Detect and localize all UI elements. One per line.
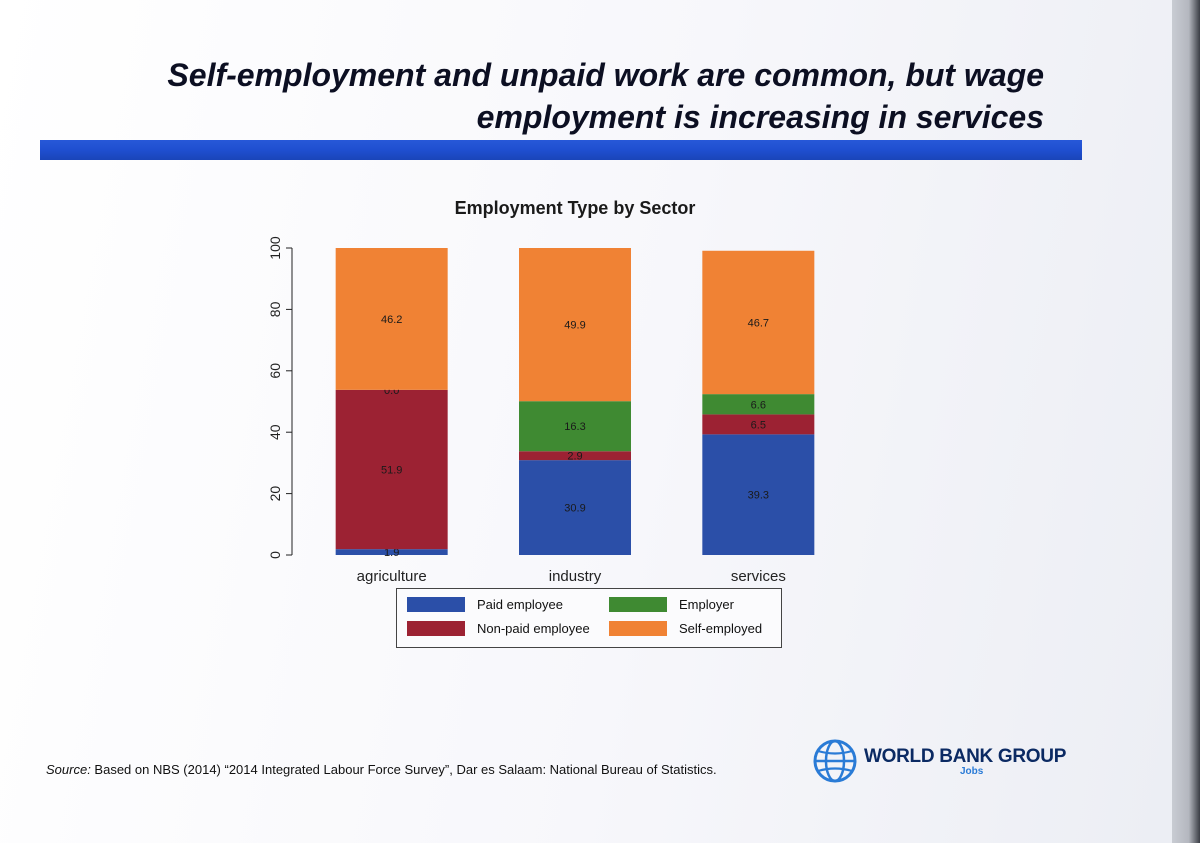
source-text: Based on NBS (2014) “2014 Integrated Lab… (90, 762, 717, 777)
globe-icon (813, 739, 857, 783)
y-tick-label: 80 (267, 301, 283, 317)
stacked-bar-chart: 0204060801001.951.90.046.2agriculture30.… (267, 236, 815, 585)
legend-swatch-non-paid-employee (407, 621, 465, 636)
y-tick-label: 20 (267, 486, 283, 502)
world-bank-logo: WORLD BANK GROUP Jobs (812, 738, 1066, 784)
data-label: 16.3 (564, 421, 585, 433)
data-label: 46.7 (748, 317, 769, 329)
logo-subtext: Jobs (960, 765, 984, 777)
legend-item-employer: Employer (609, 597, 734, 612)
logo-text: WORLD BANK GROUP (864, 745, 1067, 767)
bar-segment (519, 248, 631, 402)
bar-segment (519, 451, 631, 461)
headline-accent-bar (40, 140, 1082, 160)
y-tick-label: 100 (267, 236, 283, 260)
chart-legend: Paid employee Non-paid employee Employer… (396, 588, 782, 648)
data-label: 6.5 (751, 419, 766, 431)
source-label: Source: (46, 762, 91, 777)
legend-swatch-paid-employee (407, 597, 465, 612)
source-note: Source: Based on NBS (2014) “2014 Integr… (46, 762, 717, 777)
bar-segment (519, 401, 631, 452)
legend-label-employer: Employer (679, 597, 734, 612)
bar-segment (335, 248, 448, 390)
y-tick-label: 0 (267, 551, 283, 559)
data-label: 46.2 (381, 314, 402, 326)
bar-segment (335, 389, 448, 550)
legend-item-paid-employee: Paid employee (407, 597, 563, 612)
legend-item-non-paid-employee: Non-paid employee (407, 621, 590, 636)
legend-label-non-paid-employee: Non-paid employee (477, 621, 590, 636)
chart-title: Employment Type by Sector (454, 198, 696, 218)
headline-line-2: employment is increasing in services (476, 99, 1044, 135)
data-label: 6.6 (751, 399, 766, 411)
y-tick-label: 60 (267, 363, 283, 379)
legend-swatch-self-employed (609, 621, 667, 636)
data-label: 1.9 (384, 547, 399, 559)
legend-swatch-employer (609, 597, 667, 612)
x-category-label: industry (549, 568, 602, 585)
y-tick-label: 40 (267, 424, 283, 440)
data-label: 39.3 (748, 490, 769, 502)
data-label: 51.9 (381, 465, 402, 477)
headline-line-1: Self-employment and unpaid work are comm… (167, 57, 1044, 93)
bar-segment (335, 549, 448, 555)
bar-segment (519, 460, 631, 555)
bar-segment (702, 434, 815, 555)
bar-segment (702, 394, 815, 415)
data-label: 49.9 (564, 320, 585, 332)
data-label: 30.9 (564, 503, 585, 515)
x-category-label: services (731, 568, 786, 585)
bar-segment (702, 414, 815, 435)
presentation-slide: Self-employment and unpaid work are comm… (0, 0, 1172, 843)
x-category-label: agriculture (357, 568, 427, 585)
paper-edge (1172, 0, 1200, 843)
bar-segment (702, 250, 815, 395)
legend-label-self-employed: Self-employed (679, 621, 763, 636)
legend-label-paid-employee: Paid employee (477, 597, 563, 612)
legend-item-self-employed: Self-employed (609, 621, 762, 636)
data-label: 2.9 (567, 451, 582, 463)
slide-headline: Self-employment and unpaid work are comm… (44, 54, 1044, 138)
